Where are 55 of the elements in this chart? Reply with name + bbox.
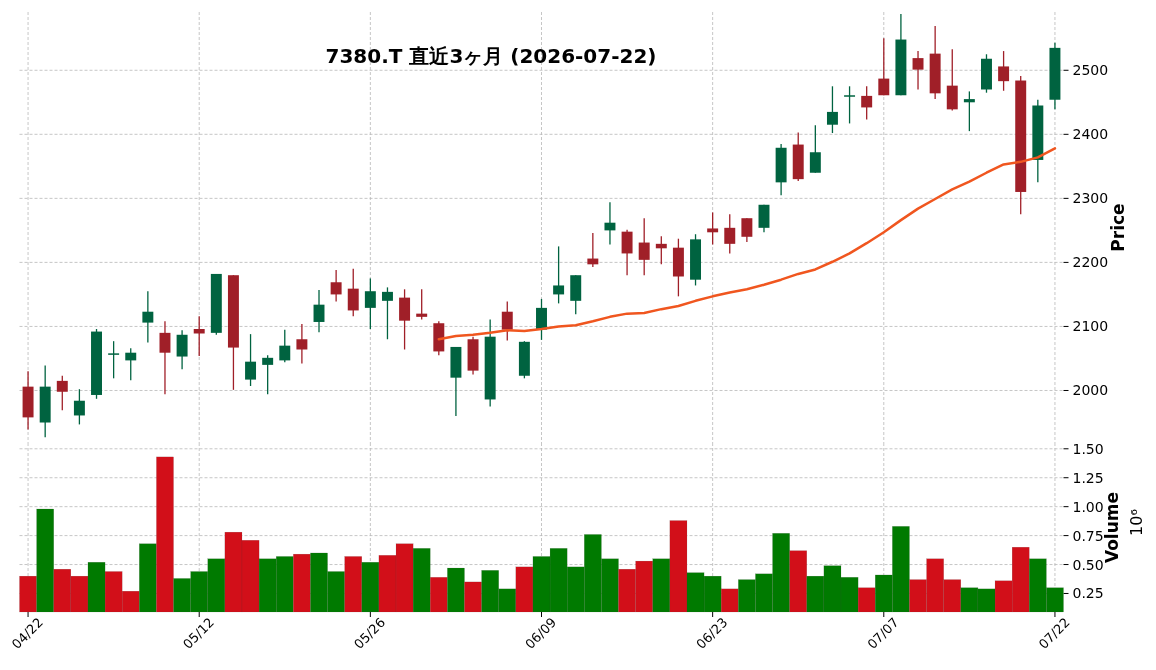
y-tick-label: 1.25 bbox=[1072, 469, 1104, 486]
candlestick bbox=[724, 213, 736, 255]
candlestick bbox=[553, 245, 565, 305]
candlestick bbox=[416, 288, 428, 321]
candlestick bbox=[655, 235, 667, 265]
y-tick-label: 2500 bbox=[1072, 62, 1109, 79]
candlestick bbox=[638, 217, 650, 276]
y-tick-label: 2100 bbox=[1072, 318, 1109, 335]
y-tick-label: 0.75 bbox=[1072, 527, 1104, 544]
candlestick bbox=[707, 211, 719, 246]
y-tick-label: 1.50 bbox=[1072, 440, 1104, 457]
candlestick bbox=[501, 300, 513, 342]
text: 10⁶ bbox=[1126, 509, 1146, 536]
candlestick bbox=[399, 288, 411, 351]
candlestick bbox=[313, 289, 325, 333]
candlestick bbox=[381, 286, 393, 340]
y-tick-label: 0.25 bbox=[1072, 585, 1104, 602]
candlestick bbox=[262, 354, 274, 395]
candlestick bbox=[245, 333, 257, 387]
candlestick bbox=[604, 201, 616, 246]
y-tick-label: 2200 bbox=[1072, 254, 1109, 271]
y-tick-label: 0.50 bbox=[1072, 556, 1104, 573]
y-tick-label: 2000 bbox=[1072, 382, 1109, 399]
candlestick bbox=[998, 50, 1010, 92]
candlestick bbox=[878, 37, 890, 96]
y-tick-label: 1.00 bbox=[1072, 498, 1104, 515]
y-tick-label: 2400 bbox=[1072, 126, 1109, 143]
text: 7380.T 直近3ヶ月 (2026-07-22) bbox=[325, 44, 657, 68]
candlestick bbox=[963, 90, 975, 132]
candlestick bbox=[758, 204, 770, 233]
candlestick bbox=[159, 320, 171, 395]
candlestick bbox=[741, 217, 753, 243]
candlestick bbox=[946, 48, 958, 112]
candlestick bbox=[279, 329, 291, 363]
candlestick bbox=[330, 269, 342, 303]
candlestick bbox=[844, 85, 856, 125]
candlestick bbox=[621, 229, 633, 276]
candlestick bbox=[73, 388, 85, 426]
y-axis-title: Price bbox=[1108, 203, 1128, 252]
candlestick bbox=[861, 85, 873, 121]
candlestick bbox=[125, 347, 137, 381]
candlestick bbox=[536, 298, 547, 341]
candlestick bbox=[142, 290, 154, 344]
candlestick bbox=[826, 85, 838, 134]
candlestick bbox=[912, 50, 924, 91]
candlestick bbox=[193, 315, 205, 357]
candlestick bbox=[347, 268, 359, 317]
candlestick bbox=[296, 323, 308, 365]
candlestick bbox=[364, 277, 376, 330]
candlestick bbox=[809, 124, 821, 174]
y-axis-title: Volume bbox=[1102, 491, 1122, 564]
candlestick bbox=[176, 329, 188, 370]
y-tick-label: 2300 bbox=[1072, 190, 1109, 207]
candlestick bbox=[56, 375, 68, 411]
candlestick bbox=[108, 340, 120, 379]
